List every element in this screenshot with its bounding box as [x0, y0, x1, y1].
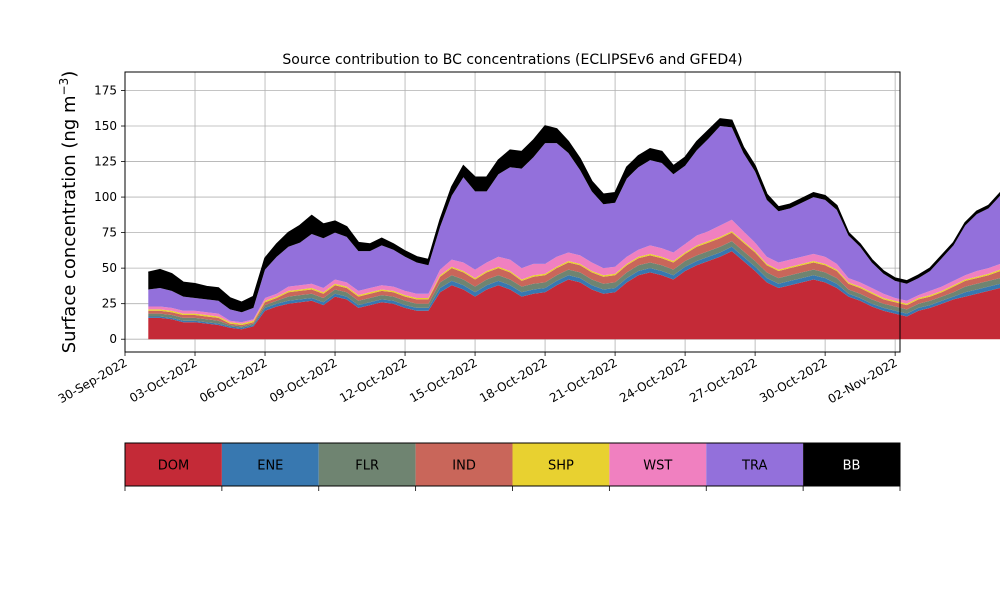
legend-swatch-shp [512, 443, 610, 486]
x-tick-label: 30-Sep-2022 [56, 355, 130, 406]
y-tick-label: 75 [102, 226, 117, 240]
y-axis-label-main: Surface concentration (ng m [59, 95, 80, 353]
area-layer [148, 118, 1000, 340]
legend-swatch-flr [318, 443, 416, 486]
plot-frame [124, 71, 901, 353]
x-tick-label: 06-Oct-2022 [197, 355, 269, 405]
legend-label-ene: ENE [257, 459, 283, 474]
legend-swatch-tra [706, 443, 804, 486]
legend-label-shp: SHP [548, 459, 574, 474]
y-tick-label: 0 [109, 332, 117, 346]
legend-label-bb: BB [843, 459, 861, 474]
x-tick-label: 02-Nov-2022 [825, 355, 899, 406]
y-tick-label: 25 [102, 297, 117, 311]
legend-label-wst: WST [643, 459, 672, 474]
y-axis-label-exponent: −3 [57, 78, 71, 96]
legend-swatch-ind [415, 443, 513, 486]
total-line [148, 118, 1000, 304]
y-tick-label: 150 [94, 119, 117, 133]
y-axis-label: Surface concentration (ng m−3) [57, 71, 80, 354]
x-tick-label: 30-Oct-2022 [757, 355, 829, 405]
area-series-dom [148, 251, 1000, 340]
legend: DOM ENE FLR IND SHP WST TRA BB [124, 442, 901, 491]
y-axis-label-close: ) [59, 71, 80, 78]
chart-title: Source contribution to BC concentrations… [282, 52, 742, 68]
x-tick-label: 15-Oct-2022 [407, 355, 479, 405]
y-tick-label: 125 [94, 155, 117, 169]
x-tick-label: 18-Oct-2022 [477, 355, 549, 405]
x-tick-label: 09-Oct-2022 [267, 355, 339, 405]
area-series-bb [148, 118, 1000, 313]
legend-swatch-dom [125, 443, 222, 486]
y-tick-label: 100 [94, 190, 117, 204]
x-tick-label: 24-Oct-2022 [617, 355, 689, 405]
legend-swatch-wst [609, 443, 707, 486]
legend-label-tra: TRA [741, 459, 767, 474]
x-tick-label: 21-Oct-2022 [547, 355, 619, 405]
legend-swatch-bb [803, 443, 900, 486]
y-tick-label: 175 [94, 83, 117, 97]
legend-swatch-ene [221, 443, 319, 486]
legend-label-dom: DOM [158, 459, 189, 474]
x-tick-label: 27-Oct-2022 [687, 355, 759, 405]
legend-label-flr: FLR [355, 459, 379, 474]
legend-label-ind: IND [452, 459, 476, 474]
x-tick-label: 03-Oct-2022 [127, 355, 199, 405]
x-tick-label: 12-Oct-2022 [337, 355, 409, 405]
area-series-tra [148, 126, 1000, 323]
y-tick-label: 50 [102, 261, 117, 275]
